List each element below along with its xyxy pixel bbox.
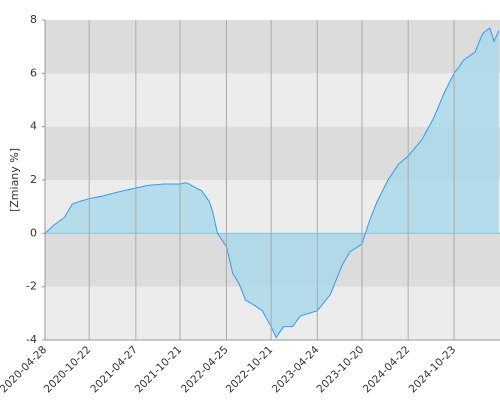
band [45,20,500,74]
x-tick-label: 2022-04-25 [179,344,231,396]
y-axis-label: [Zmiany %] [8,148,21,212]
y-tick-label: -2 [26,280,37,293]
y-tick-label: 2 [30,173,37,186]
x-tick-label: 2024-10-23 [407,344,459,396]
x-tick-label: 2020-10-22 [42,344,94,396]
x-tick-label: 2021-10-21 [133,344,185,396]
band [45,73,500,127]
y-tick-label: 4 [30,120,37,133]
x-tick-label: 2023-10-20 [315,344,367,396]
plot-area [44,20,500,340]
x-tick-label: 2024-04-22 [361,344,413,396]
y-tick-label: -4 [26,333,37,346]
y-tick-label: 8 [30,13,37,26]
y-tick-label: 0 [30,226,37,239]
x-tick-label: 2022-10-21 [224,344,276,396]
y-tick-label: 6 [30,66,37,79]
